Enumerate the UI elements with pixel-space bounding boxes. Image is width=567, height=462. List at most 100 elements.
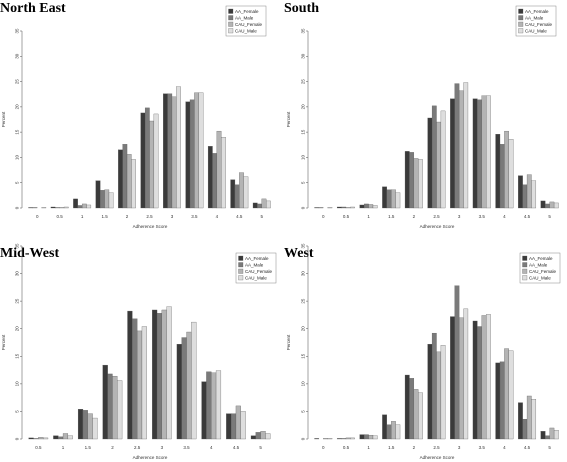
legend-label: CAU_Male bbox=[525, 29, 547, 34]
bar-aa-male bbox=[33, 438, 39, 440]
x-tick-label: 2 bbox=[413, 214, 416, 219]
y-tick-label: 0 bbox=[15, 206, 20, 209]
x-tick-label: 0 bbox=[322, 445, 325, 450]
bar-cau-female bbox=[504, 130, 509, 209]
bar-cau-female bbox=[391, 189, 396, 209]
bar-aa-male bbox=[156, 313, 162, 440]
chart-panel-3: West 0 5 10 15 20 25 30 35 Percent 0 0.5 1 1.5 2 2.5 3 3.… bbox=[284, 243, 561, 460]
bar-cau-female bbox=[368, 204, 374, 209]
bar-cau-female bbox=[235, 405, 241, 440]
x-tick-label: 2.5 bbox=[433, 214, 440, 219]
x-tick-label: 1.5 bbox=[388, 214, 395, 219]
legend-swatch bbox=[238, 255, 244, 261]
bar-cau-female bbox=[391, 421, 396, 440]
bar-aa-female bbox=[140, 112, 146, 209]
bar-cau-female bbox=[481, 95, 487, 209]
bar-aa-male bbox=[189, 99, 195, 209]
bar-aa-male bbox=[212, 153, 218, 209]
y-tick-label: 15 bbox=[301, 353, 306, 359]
bar-aa-male bbox=[499, 361, 505, 440]
bar-aa-male bbox=[58, 436, 64, 440]
x-axis-label: Adherence Score bbox=[133, 455, 168, 460]
bar-cau-female bbox=[458, 90, 464, 209]
bar-cau-male bbox=[395, 424, 401, 440]
legend-label: AA_Male bbox=[529, 263, 548, 268]
x-tick-label: 0 bbox=[36, 214, 39, 219]
bar-cau-male bbox=[463, 308, 469, 440]
bar-cau-female bbox=[81, 203, 87, 209]
x-tick-label: 5 bbox=[261, 214, 264, 219]
bar-aa-male bbox=[82, 410, 88, 440]
legend-swatch bbox=[522, 275, 528, 281]
x-tick-label: 1 bbox=[62, 445, 65, 450]
y-tick-label: 0 bbox=[301, 437, 306, 440]
bar-cau-male bbox=[418, 159, 423, 209]
bar-aa-female bbox=[427, 343, 433, 440]
bar-aa-female bbox=[102, 364, 108, 440]
x-tick-label: 3.5 bbox=[479, 214, 486, 219]
bar-aa-female bbox=[540, 431, 546, 440]
legend-label: AA_Female bbox=[529, 256, 553, 261]
x-tick-label: 2 bbox=[413, 445, 416, 450]
x-tick-label: 1 bbox=[367, 214, 370, 219]
bar-cau-female bbox=[436, 121, 442, 209]
bar-aa-female bbox=[427, 117, 433, 209]
x-axis-label: Adherence Score bbox=[420, 224, 455, 229]
bar-cau-male bbox=[43, 437, 49, 440]
bar-cau-male bbox=[191, 321, 197, 440]
x-tick-label: 1.5 bbox=[388, 445, 395, 450]
bar-aa-male bbox=[477, 99, 482, 209]
bar-aa-female bbox=[359, 434, 365, 440]
bar-cau-female bbox=[526, 395, 532, 440]
y-tick-label: 10 bbox=[301, 381, 306, 387]
bar-aa-female bbox=[404, 374, 410, 440]
y-axis-label: Percent bbox=[286, 334, 291, 350]
bar-aa-female bbox=[226, 413, 232, 440]
bar-cau-male bbox=[553, 430, 559, 440]
bar-aa-female bbox=[201, 381, 207, 440]
bar-aa-female bbox=[73, 198, 78, 209]
x-tick-label: 3 bbox=[171, 214, 174, 219]
legend-label: AA_Male bbox=[235, 16, 254, 21]
legend-swatch bbox=[238, 262, 244, 268]
bar-cau-female bbox=[38, 437, 44, 440]
bar-cau-female bbox=[413, 389, 419, 440]
bar-aa-female bbox=[382, 186, 387, 209]
bar-aa-male bbox=[409, 378, 415, 440]
bar-cau-male bbox=[372, 435, 378, 440]
bar-cau-male bbox=[141, 326, 147, 440]
bar-cau-female bbox=[458, 317, 464, 440]
bar-cau-male bbox=[440, 345, 446, 440]
y-axis-label: Percent bbox=[286, 111, 291, 127]
legend-swatch bbox=[238, 268, 244, 274]
x-tick-label: 4.5 bbox=[236, 214, 243, 219]
y-tick-label: 25 bbox=[301, 298, 306, 304]
bar-cau-male bbox=[508, 350, 514, 440]
bar-cau-male bbox=[440, 110, 446, 209]
bar-aa-female bbox=[404, 151, 410, 209]
y-tick-label: 10 bbox=[15, 154, 20, 160]
legend-swatch bbox=[518, 28, 524, 34]
bar-aa-male bbox=[144, 107, 150, 209]
bar-aa-male bbox=[364, 434, 369, 440]
bar-aa-female bbox=[495, 134, 501, 209]
legend-swatch bbox=[228, 15, 234, 21]
x-tick-label: 3 bbox=[458, 214, 461, 219]
bar-cau-female bbox=[59, 207, 65, 209]
bar-cau-male bbox=[243, 176, 249, 209]
bar-cau-female bbox=[239, 172, 244, 209]
x-tick-label: 2.5 bbox=[134, 445, 141, 450]
bar-cau-male bbox=[265, 433, 271, 440]
legend-label: CAU_Male bbox=[235, 29, 257, 34]
x-tick-label: 1 bbox=[367, 445, 370, 450]
bar-aa-female bbox=[472, 320, 478, 440]
x-tick-label: 4 bbox=[210, 445, 213, 450]
x-tick-label: 1.5 bbox=[101, 214, 108, 219]
legend-swatch bbox=[518, 8, 524, 14]
bar-cau-female bbox=[104, 189, 110, 209]
bar-aa-female bbox=[28, 207, 33, 209]
